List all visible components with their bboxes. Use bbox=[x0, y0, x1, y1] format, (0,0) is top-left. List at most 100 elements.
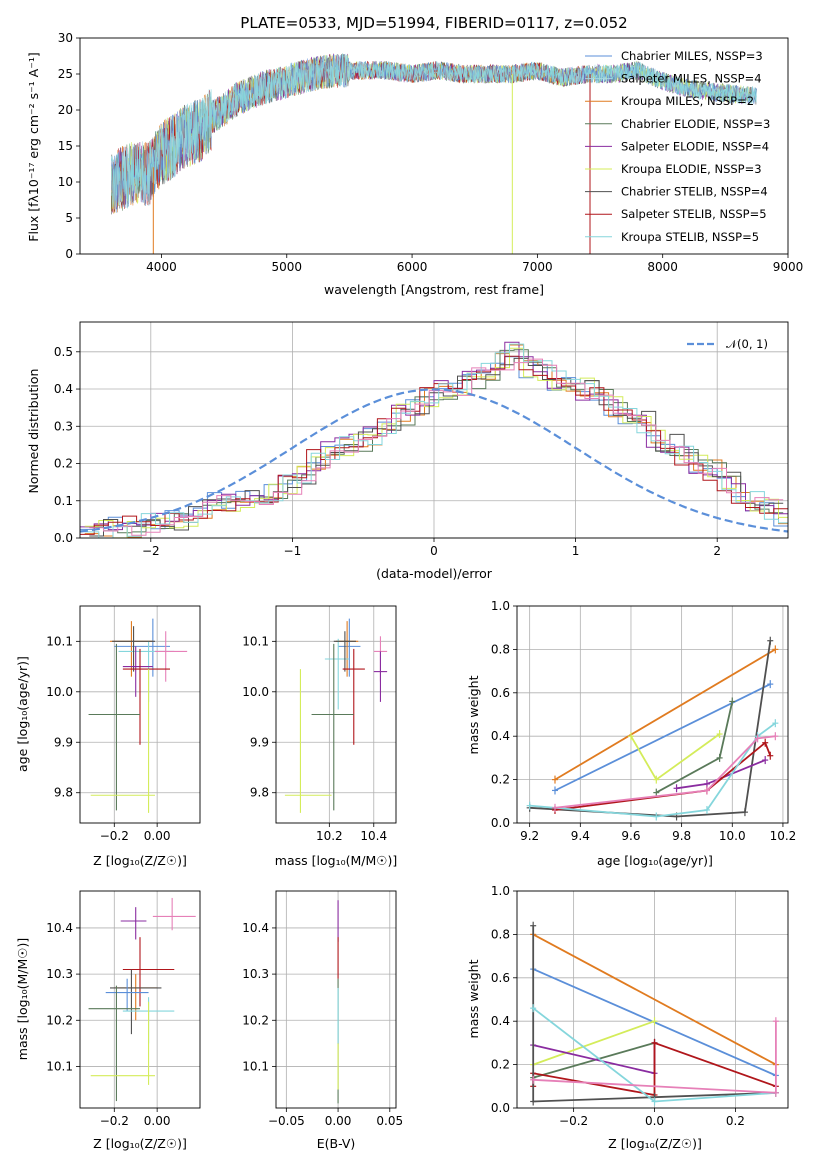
mw-z-ylabel: mass weight bbox=[466, 959, 481, 1038]
plot-frame bbox=[79, 890, 201, 1109]
plot-frame bbox=[79, 605, 201, 824]
y-tick-label: 10.1 bbox=[46, 634, 73, 648]
y-tick-label: 0.0 bbox=[54, 531, 73, 545]
y-tick-label: 10.2 bbox=[46, 1013, 73, 1027]
legend-entry: Salpeter STELIB, NSSP=5 bbox=[621, 207, 767, 221]
y-tick-label: 9.8 bbox=[54, 786, 73, 800]
series-line-chabrier-elodie bbox=[532, 1042, 655, 1079]
histogram-kroupa-stelib bbox=[84, 343, 788, 539]
legend-entry: Kroupa STELIB, NSSP=5 bbox=[621, 230, 759, 244]
series-line-kroupa-miles bbox=[532, 933, 777, 1066]
mw-z-xlabel: Z [log₁₀(Z/Z☉)] bbox=[608, 1136, 702, 1151]
y-tick-label: 10.0 bbox=[46, 685, 73, 699]
y-tick-label: 5 bbox=[65, 211, 73, 225]
histogram-xlabel: (data-model)/error bbox=[376, 566, 493, 581]
y-tick-label: 1.0 bbox=[491, 884, 510, 898]
series-line-salpeter-stelib bbox=[554, 741, 772, 811]
y-tick-label: 0.4 bbox=[54, 382, 73, 396]
legend-entry: Kroupa ELODIE, NSSP=3 bbox=[621, 162, 762, 176]
y-tick-label: 10.0 bbox=[242, 685, 269, 699]
spectrum-line-kroupa-stelib bbox=[111, 54, 757, 209]
plot-frame bbox=[79, 321, 789, 539]
series-line-chabrier-stelib bbox=[532, 925, 776, 1103]
y-tick-label: 10.3 bbox=[242, 967, 269, 981]
x-tick-label: 9.8 bbox=[672, 829, 691, 843]
y-tick-label: 9.8 bbox=[250, 786, 269, 800]
legend-entry: Chabrier ELODIE, NSSP=3 bbox=[621, 117, 770, 131]
x-tick-label: 0.00 bbox=[325, 1114, 352, 1128]
series-line-kroupa-elodie bbox=[532, 1020, 655, 1066]
spectrum-ylabel: Flux [fλ10⁻¹⁷ erg cm⁻² s⁻¹ A⁻¹] bbox=[26, 52, 41, 241]
x-tick-label: 9000 bbox=[773, 260, 804, 274]
mass-z-ylabel: mass [log₁₀(M/M☉)] bbox=[15, 938, 30, 1060]
x-tick-label: 10.2 bbox=[770, 829, 797, 843]
y-tick-label: 0 bbox=[65, 247, 73, 261]
y-tick-label: 0.8 bbox=[491, 927, 510, 941]
y-tick-label: 0.0 bbox=[491, 816, 510, 830]
legend-entry: Kroupa MILES, NSSP=2 bbox=[621, 94, 754, 108]
plot-frame bbox=[275, 890, 397, 1109]
legend-entry: Chabrier STELIB, NSSP=4 bbox=[621, 185, 768, 199]
series-line-pink bbox=[554, 735, 776, 809]
x-tick-label: −0.2 bbox=[559, 1114, 588, 1128]
mw-age-xlabel: age [log₁₀(age/yr)] bbox=[597, 853, 713, 868]
x-tick-label: 0.0 bbox=[645, 1114, 664, 1128]
y-tick-label: 0.2 bbox=[491, 773, 510, 787]
y-tick-label: 10.1 bbox=[242, 1059, 269, 1073]
x-tick-label: −0.2 bbox=[100, 1114, 129, 1128]
mw-age-ylabel: mass weight bbox=[466, 675, 481, 754]
y-tick-label: 20 bbox=[58, 103, 73, 117]
y-tick-label: 15 bbox=[58, 139, 73, 153]
plot-frame bbox=[79, 37, 789, 255]
y-tick-label: 10.1 bbox=[242, 634, 269, 648]
age-z-xlabel: Z [log₁₀(Z/Z☉)] bbox=[93, 853, 187, 868]
x-tick-label: 9.6 bbox=[621, 829, 640, 843]
legend-entry: 𝒩(0, 1) bbox=[726, 337, 768, 351]
y-tick-label: 10.3 bbox=[46, 967, 73, 981]
x-tick-label: 5000 bbox=[271, 260, 302, 274]
y-tick-label: 10.2 bbox=[242, 1013, 269, 1027]
age-vs-mass-panel: mass [log₁₀(M/M☉)] 10.2 10.4 9.8 9.9 10.0 10.… bbox=[242, 605, 397, 868]
y-tick-label: 0.2 bbox=[54, 457, 73, 471]
plot-frame bbox=[516, 890, 789, 1109]
histogram-ylabel: Normed distribution bbox=[26, 369, 41, 494]
y-tick-label: 10 bbox=[58, 175, 73, 189]
series-line-kroupa-stelib bbox=[529, 722, 776, 818]
mass-ebv-xlabel: E(B-V) bbox=[317, 1136, 356, 1151]
residual-histogram-panel: (data-model)/error Normed distribution −… bbox=[26, 321, 789, 581]
age-mass-xlabel: mass [log₁₀(M/M☉)] bbox=[275, 853, 397, 868]
x-tick-label: 0.05 bbox=[376, 1114, 403, 1128]
y-tick-label: 0.6 bbox=[491, 971, 510, 985]
x-tick-label: 1 bbox=[572, 544, 580, 558]
y-tick-label: 0.0 bbox=[491, 1101, 510, 1115]
mass-vs-ebv-panel: E(B-V) −0.05 0.00 0.05 10.1 10.2 10.3 10.4 bbox=[242, 890, 403, 1151]
y-tick-label: 0.8 bbox=[491, 642, 510, 656]
series-line-kroupa-miles bbox=[554, 648, 776, 781]
histogram-salpeter-stelib bbox=[80, 355, 788, 535]
x-tick-label: 2 bbox=[713, 544, 721, 558]
series-line-kroupa-elodie bbox=[630, 733, 721, 781]
y-tick-label: 0.5 bbox=[54, 345, 73, 359]
y-tick-label: 30 bbox=[58, 31, 73, 45]
mass-vs-metallicity-panel: Z [log₁₀(Z/Z☉)] mass [log₁₀(M/M☉)] −0.2 0… bbox=[15, 890, 201, 1151]
age-vs-metallicity-panel: Z [log₁₀(Z/Z☉)] age [log₁₀(age/yr)] −0.2… bbox=[15, 605, 201, 868]
x-tick-label: 10.0 bbox=[719, 829, 746, 843]
x-tick-label: 6000 bbox=[397, 260, 428, 274]
y-tick-label: 0.1 bbox=[54, 494, 73, 508]
x-tick-label: 10.2 bbox=[316, 829, 343, 843]
x-tick-label: 8000 bbox=[647, 260, 678, 274]
mass-z-xlabel: Z [log₁₀(Z/Z☉)] bbox=[93, 1136, 187, 1151]
y-tick-label: 0.4 bbox=[491, 729, 510, 743]
y-tick-label: 10.4 bbox=[242, 921, 269, 935]
x-tick-label: 0.2 bbox=[726, 1114, 745, 1128]
x-tick-label: 10.4 bbox=[360, 829, 387, 843]
y-tick-label: 10.4 bbox=[46, 921, 73, 935]
x-tick-label: 0 bbox=[430, 544, 438, 558]
x-tick-label: 4000 bbox=[146, 260, 177, 274]
x-tick-label: 9.4 bbox=[571, 829, 590, 843]
gaussian-curve bbox=[79, 388, 789, 533]
spectrum-panel: PLATE=0533, MJD=51994, FIBERID=0117, z=0… bbox=[26, 14, 803, 297]
x-tick-label: −1 bbox=[284, 544, 302, 558]
legend-entry: Chabrier MILES, NSSP=3 bbox=[621, 49, 763, 63]
y-tick-label: 0.6 bbox=[491, 686, 510, 700]
